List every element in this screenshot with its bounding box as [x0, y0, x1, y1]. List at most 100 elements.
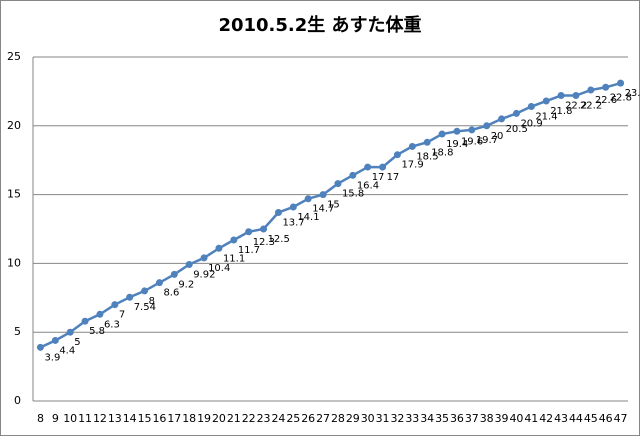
data-point — [602, 83, 610, 91]
data-point — [617, 79, 625, 87]
x-tick-label: 40 — [509, 412, 523, 425]
data-point — [36, 343, 44, 351]
x-tick-label: 33 — [405, 412, 419, 425]
x-tick-label: 31 — [376, 412, 390, 425]
data-point — [155, 279, 163, 287]
data-label: 4.4 — [59, 345, 75, 356]
data-point — [364, 163, 372, 171]
x-tick-label: 46 — [599, 412, 613, 425]
data-label: 20.5 — [506, 124, 528, 135]
x-tick-label: 8 — [37, 412, 44, 425]
data-point — [408, 142, 416, 150]
data-point — [185, 261, 193, 269]
x-tick-label: 26 — [301, 412, 315, 425]
x-tick-label: 11 — [78, 412, 92, 425]
data-label: 21.8 — [550, 106, 572, 117]
x-tick-label: 12 — [93, 412, 107, 425]
y-tick-label: 15 — [7, 188, 21, 201]
data-label: 16.4 — [357, 180, 379, 191]
data-label: 22.2 — [565, 101, 587, 112]
data-label: 6.3 — [104, 319, 120, 330]
data-point — [304, 195, 312, 203]
data-label: 14.7 — [312, 204, 334, 215]
data-label: 5.8 — [89, 326, 105, 337]
x-tick-label: 36 — [450, 412, 464, 425]
x-tick-label: 17 — [167, 412, 181, 425]
data-point — [587, 86, 595, 94]
x-tick-label: 25 — [286, 412, 300, 425]
data-point — [170, 270, 178, 278]
chart-title: 2010.5.2生 あすた体重 — [218, 14, 421, 36]
data-point — [141, 287, 149, 295]
x-tick-label: 24 — [271, 412, 285, 425]
x-tick-label: 32 — [390, 412, 404, 425]
data-label: 22.2 — [580, 101, 602, 112]
x-tick-label: 39 — [495, 412, 509, 425]
y-tick-label: 5 — [14, 325, 21, 338]
data-label: 19.4 — [446, 139, 468, 150]
data-label: 15 — [327, 200, 340, 211]
y-tick-label: 0 — [14, 394, 21, 407]
data-label: 7.54 — [134, 302, 156, 313]
x-tick-label: 30 — [361, 412, 375, 425]
x-tick-label: 15 — [138, 412, 152, 425]
x-tick-label: 27 — [316, 412, 330, 425]
data-point — [334, 180, 342, 188]
data-point — [230, 236, 238, 244]
data-label: 14.1 — [297, 212, 319, 223]
data-point — [274, 208, 282, 216]
data-point — [81, 317, 89, 325]
y-tick-label: 20 — [7, 119, 21, 132]
data-point — [289, 203, 297, 211]
series-line — [39, 81, 621, 349]
data-label: 13.7 — [282, 217, 304, 228]
x-tick-label: 35 — [435, 412, 449, 425]
x-tick-label: 9 — [52, 412, 59, 425]
x-tick-label: 38 — [480, 412, 494, 425]
x-tick-label: 47 — [614, 412, 628, 425]
x-tick-label: 10 — [63, 412, 77, 425]
data-point — [245, 228, 253, 236]
data-point — [260, 225, 268, 233]
data-point — [572, 92, 580, 100]
data-point — [379, 163, 387, 171]
data-label: 20 — [491, 131, 504, 142]
data-label: 9.92 — [193, 270, 215, 281]
data-point — [468, 126, 476, 134]
data-label: 21.4 — [535, 112, 557, 123]
data-label: 11.1 — [223, 253, 245, 264]
data-label: 3.9 — [44, 352, 60, 363]
data-point — [349, 171, 357, 179]
data-point — [66, 328, 74, 336]
data-point — [423, 138, 431, 146]
data-label: 18.8 — [431, 147, 453, 158]
x-tick-label: 45 — [584, 412, 598, 425]
x-tick-label: 41 — [524, 412, 538, 425]
data-point — [438, 130, 446, 138]
data-point — [96, 310, 104, 318]
data-point — [319, 191, 327, 199]
data-label: 11.7 — [238, 245, 260, 256]
data-point — [215, 244, 223, 252]
x-tick-label: 23 — [257, 412, 271, 425]
data-point — [51, 336, 59, 344]
data-point — [200, 254, 208, 262]
data-point — [557, 92, 565, 100]
data-label: 22.8 — [610, 92, 632, 103]
data-point — [453, 127, 461, 135]
data-point — [111, 301, 119, 309]
data-label: 9.2 — [178, 279, 194, 290]
x-tick-label: 44 — [569, 412, 583, 425]
x-tick-label: 43 — [554, 412, 568, 425]
data-label: 7 — [119, 310, 125, 321]
y-tick-label: 10 — [7, 256, 21, 269]
data-point — [498, 115, 506, 123]
x-tick-label: 16 — [152, 412, 166, 425]
x-tick-label: 22 — [242, 412, 256, 425]
data-label: 15.8 — [342, 189, 364, 200]
data-label: 18.5 — [416, 151, 438, 162]
x-tick-label: 19 — [197, 412, 211, 425]
x-tick-label: 37 — [465, 412, 479, 425]
